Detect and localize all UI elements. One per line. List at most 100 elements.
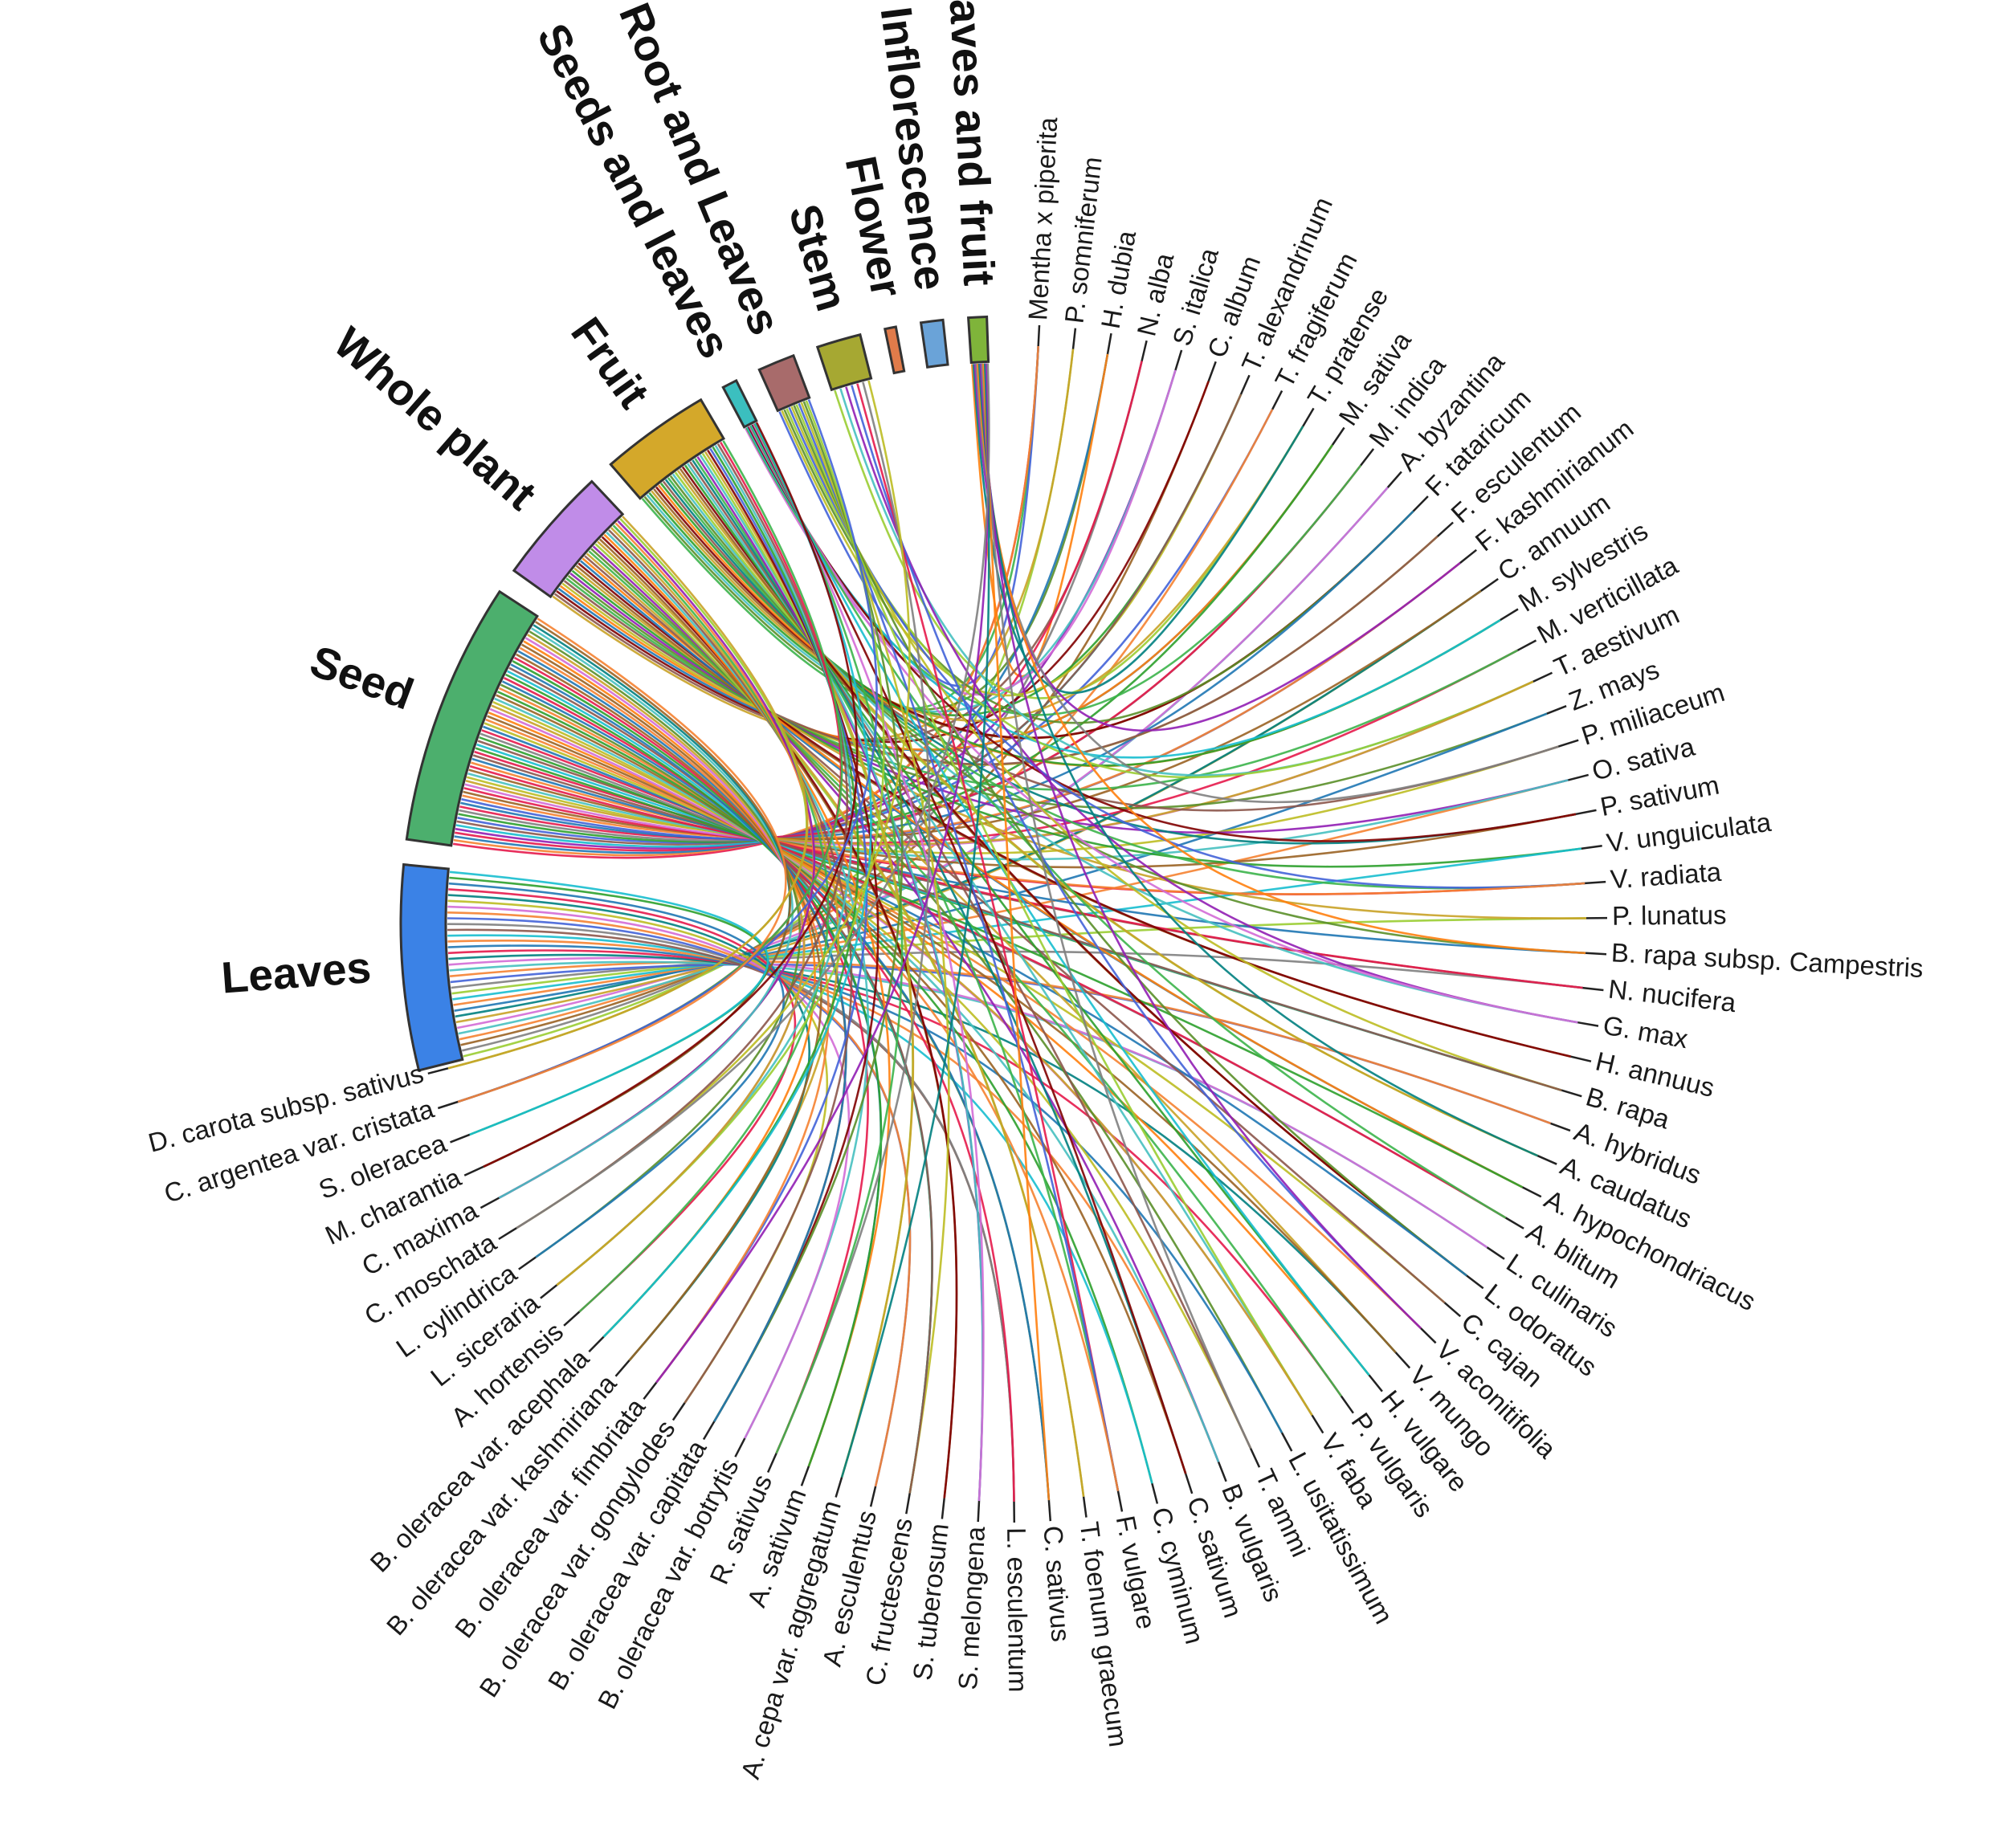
species-tick-a-caudatus <box>1536 1155 1557 1165</box>
chord-link-fruit-t-pratense <box>651 426 1304 722</box>
chord-link-seed-v-faba <box>491 704 1313 1417</box>
chord-link-seed-f-kashmirianum <box>462 561 1461 840</box>
species-label-s-tuberosum: S. tuberosum <box>907 1522 953 1682</box>
chord-link-leaves-and-fruit-a-cepa-var-aggregatum <box>840 363 990 1478</box>
species-tick-b-rapa-subsp-campestris <box>1585 952 1607 956</box>
species-tick-a-hortensis <box>563 1311 581 1327</box>
species-label-s-melongena: S. melongena <box>953 1525 990 1690</box>
chord-link-stem-v-aconitifolia <box>851 385 1422 1330</box>
chord-link-seeds-and-leaves-g-max <box>749 426 1578 1024</box>
species-tick-p-miliaceum <box>1558 739 1579 748</box>
chord-link-seeds-and-leaves-h-vulgare <box>750 424 1370 1376</box>
species-tick-a-byzantina <box>1386 471 1402 488</box>
chord-link-root-and-leaves-f-vulgare <box>798 402 1120 1492</box>
chord-link-fruit-b-rapa-subsp-campestris <box>669 475 1586 955</box>
chord-link-fruit-b-oleracea-var-fimbriata <box>655 447 868 1384</box>
chord-link-seed-t-ammi <box>492 701 1252 1449</box>
chord-link-leaves-and-fruit-h-dubia <box>971 353 1109 678</box>
species-tick-h-annuus <box>1570 1055 1592 1062</box>
chord-link-leaves-l-cylindrica <box>448 882 785 1258</box>
chord-link-whole-plant-a-sativum <box>603 533 892 1467</box>
group-arc-inflorescence <box>919 318 949 369</box>
chord-link-fruit-c-moschata <box>516 443 848 1229</box>
group-label-stem: Stem <box>779 198 857 316</box>
group-arc-flower <box>883 325 906 375</box>
group-arc-leaves <box>399 862 464 1072</box>
species-tick-h-vulgare <box>1368 1374 1383 1392</box>
species-tick-c-sativus <box>1047 1500 1052 1522</box>
chord-link-seed-l-siceraria <box>527 634 806 1286</box>
group-arc-leaves-and-fruit <box>966 315 990 365</box>
chord-link-leaves-and-fruit-t-ammi <box>981 363 1252 1449</box>
species-tick-f-kashmirianum <box>1459 548 1477 564</box>
species-label-c-sativus: C. sativus <box>1039 1525 1076 1643</box>
chord-link-leaves-s-oleracea <box>449 870 769 1136</box>
species-tick-l-siceraria <box>540 1284 557 1299</box>
chord-link-seed-h-dubia <box>454 353 1109 854</box>
species-tick-a-esculentus <box>869 1486 877 1507</box>
chord-link-leaves-o-sativa <box>453 779 1569 1006</box>
chord-link-seed-p-miliaceum <box>466 745 1559 854</box>
species-tick-n-alba <box>1141 340 1148 361</box>
species-tick-c-maxima <box>480 1197 500 1209</box>
chord-link-seeds-and-leaves-c-sativum <box>751 424 1187 1474</box>
chord-link-seed-f-tataricum <box>460 510 1414 841</box>
species-tick-f-tataricum <box>1412 495 1429 512</box>
chord-link-root-and-leaves-f-tataricum <box>783 409 1414 724</box>
chord-link-seed-t-alexandrinum <box>456 393 1243 846</box>
chord-link-seeds-and-leaves-s-melongena <box>753 423 985 1502</box>
group-arcs <box>399 315 990 1072</box>
chord-link-fruit-b-oleracea-var-capitata <box>707 449 879 1422</box>
chord-link-seed-a-sativum <box>512 660 883 1467</box>
chord-link-leaves-and-fruit-c-sativus <box>982 363 1051 1501</box>
chord-link-seed-c-argentea-var-cristata <box>457 618 787 1103</box>
group-label-seed: Seed <box>304 635 420 719</box>
species-tick-f-vulgare <box>1116 1490 1124 1512</box>
chord-link-seeds-and-leaves-p-sativum <box>747 426 1577 842</box>
species-label-v-radiata: V. radiata <box>1610 857 1723 895</box>
chord-link-leaves-b-oleracea-var-kashmiriana <box>447 894 810 1361</box>
species-label-l-esculentum: L. esculentum <box>1002 1527 1033 1693</box>
species-tick-h-dubia <box>1106 332 1112 355</box>
species-tick-g-max <box>1577 1021 1599 1027</box>
chord-link-seeds-and-leaves-r-sativus <box>753 422 904 1454</box>
species-tick-p-sativum <box>1575 809 1597 816</box>
group-arc-fruit <box>609 398 726 500</box>
chord-link-whole-plant-v-unguiculata <box>571 569 1582 868</box>
species-tick-f-esculentum <box>1436 521 1454 537</box>
chord-link-seed-c-sativum <box>496 694 1187 1474</box>
chord-link-whole-plant-o-sativa <box>569 572 1569 834</box>
species-tick-c-album <box>1207 361 1217 382</box>
species-label-mentha-x-piperita: Mentha x piperita <box>1022 116 1063 320</box>
species-tick-l-cylindrica <box>518 1256 537 1270</box>
species-tick-l-culinaris <box>1486 1246 1505 1260</box>
species-tick-s-melongena <box>977 1501 981 1523</box>
chord-link-leaves-and-fruit-b-rapa-subsp-campestris <box>977 363 1586 955</box>
species-tick-s-tuberosum <box>941 1498 945 1519</box>
species-tick-c-moschata <box>498 1227 517 1241</box>
chord-link-leaves-a-esculentus <box>447 911 912 1487</box>
chord-link-seed-r-sativus <box>513 656 869 1454</box>
chord-link-root-and-leaves-l-odoratus <box>793 405 1467 1277</box>
species-tick-b-oleracea-var-gongylodes <box>671 1402 686 1421</box>
chord-link-leaves-and-fruit-v-aconitifolia <box>979 363 1422 1330</box>
chord-link-whole-plant-l-usitatissimum <box>590 548 1283 1433</box>
chord-link-root-and-leaves-v-faba <box>795 404 1313 1417</box>
chord-link-whole-plant-p-lunatus <box>573 567 1587 919</box>
chord-link-whole-plant-p-somniferum <box>552 349 1075 741</box>
chord-link-seed-c-cyminum <box>496 691 1153 1484</box>
chord-link-seed-a-blitum <box>481 729 1507 1219</box>
chord-link-leaves-l-culinaris <box>448 956 1488 1249</box>
chord-link-seed-t-fragiferum <box>457 409 1274 844</box>
species-tick-c-cajan <box>1443 1302 1462 1318</box>
species-label-b-rapa-subsp-campestris: B. rapa subsp. Campestris <box>1610 937 1924 983</box>
species-tick-n-nucifera <box>1582 986 1604 992</box>
chord-link-leaves-a-byzantina <box>456 487 1389 1030</box>
species-tick-b-rapa <box>1561 1089 1582 1098</box>
chord-link-whole-plant-f-esculentum <box>563 535 1439 765</box>
species-tick-a-blitum <box>1505 1217 1524 1229</box>
species-tick-b-oleracea-var-kashmiriana <box>614 1360 631 1377</box>
chord-link-root-and-leaves-b-rapa <box>790 406 1562 1091</box>
chord-link-seed-c-maxima <box>498 627 794 1199</box>
chord-link-leaves-c-annuum <box>455 589 1482 1018</box>
